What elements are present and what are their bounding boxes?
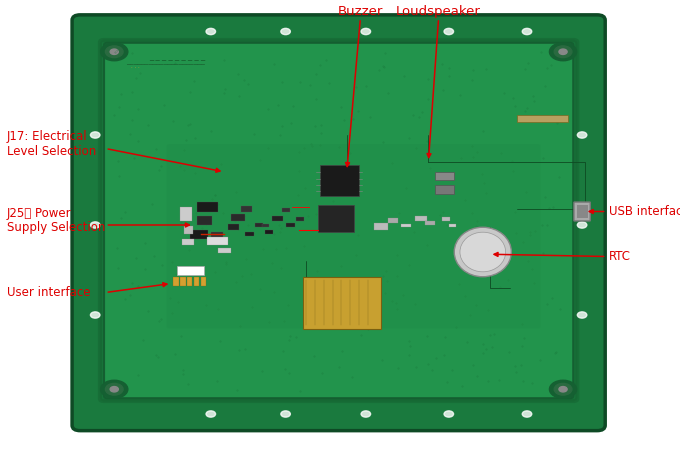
- Circle shape: [110, 387, 118, 392]
- FancyBboxPatch shape: [194, 277, 199, 286]
- FancyBboxPatch shape: [201, 277, 206, 286]
- Text: J17: Electrical
Level Selection: J17: Electrical Level Selection: [7, 130, 96, 158]
- Text: · · ·: · · ·: [131, 65, 139, 70]
- Text: RTC: RTC: [609, 250, 630, 263]
- Text: Loudspeaker: Loudspeaker: [396, 5, 481, 18]
- Circle shape: [110, 49, 118, 54]
- FancyBboxPatch shape: [425, 221, 435, 225]
- FancyBboxPatch shape: [104, 43, 573, 398]
- Text: Buzzer: Buzzer: [338, 5, 383, 18]
- FancyBboxPatch shape: [72, 15, 605, 431]
- Circle shape: [554, 46, 572, 58]
- FancyBboxPatch shape: [167, 144, 541, 328]
- FancyBboxPatch shape: [318, 205, 354, 232]
- Circle shape: [90, 222, 100, 228]
- FancyBboxPatch shape: [231, 214, 245, 220]
- Circle shape: [90, 132, 100, 138]
- FancyBboxPatch shape: [435, 172, 454, 180]
- Text: User interface: User interface: [7, 286, 90, 299]
- FancyBboxPatch shape: [388, 218, 398, 223]
- FancyBboxPatch shape: [449, 224, 456, 227]
- Ellipse shape: [460, 232, 506, 272]
- FancyBboxPatch shape: [374, 223, 388, 230]
- Circle shape: [281, 28, 290, 35]
- Circle shape: [577, 312, 587, 318]
- Circle shape: [281, 411, 290, 417]
- FancyBboxPatch shape: [517, 115, 568, 122]
- FancyBboxPatch shape: [245, 232, 254, 236]
- Circle shape: [522, 28, 532, 35]
- FancyBboxPatch shape: [177, 266, 204, 274]
- Circle shape: [559, 387, 567, 392]
- Circle shape: [522, 411, 532, 417]
- Circle shape: [206, 28, 216, 35]
- FancyBboxPatch shape: [197, 216, 212, 225]
- FancyBboxPatch shape: [303, 277, 381, 328]
- FancyBboxPatch shape: [180, 207, 192, 220]
- FancyBboxPatch shape: [173, 277, 179, 286]
- FancyBboxPatch shape: [187, 277, 192, 286]
- FancyBboxPatch shape: [577, 205, 588, 218]
- FancyBboxPatch shape: [197, 202, 218, 211]
- Text: ─────────────────────: ─────────────────────: [126, 63, 205, 68]
- FancyBboxPatch shape: [218, 248, 231, 253]
- FancyBboxPatch shape: [296, 217, 304, 220]
- Text: USB interface: USB interface: [609, 205, 680, 218]
- Circle shape: [101, 380, 128, 398]
- FancyBboxPatch shape: [211, 232, 223, 239]
- FancyBboxPatch shape: [272, 216, 283, 220]
- FancyBboxPatch shape: [180, 277, 186, 286]
- Circle shape: [554, 383, 572, 395]
- FancyBboxPatch shape: [265, 230, 273, 234]
- Text: ─ ─ ─ ─ ─ ─ ─ ─ ─: ─ ─ ─ ─ ─ ─ ─ ─ ─: [150, 58, 206, 64]
- Circle shape: [559, 49, 567, 54]
- Circle shape: [206, 411, 216, 417]
- FancyBboxPatch shape: [241, 206, 252, 211]
- Circle shape: [549, 380, 577, 398]
- FancyBboxPatch shape: [190, 230, 208, 238]
- Circle shape: [90, 312, 100, 318]
- Text: J25： Power
Supply Selection: J25： Power Supply Selection: [7, 207, 105, 234]
- FancyBboxPatch shape: [442, 217, 450, 220]
- FancyBboxPatch shape: [228, 224, 239, 230]
- Circle shape: [101, 43, 128, 61]
- FancyBboxPatch shape: [320, 165, 359, 196]
- FancyBboxPatch shape: [401, 224, 411, 227]
- FancyBboxPatch shape: [207, 237, 228, 245]
- FancyBboxPatch shape: [286, 223, 295, 227]
- FancyBboxPatch shape: [184, 226, 193, 234]
- Circle shape: [105, 383, 123, 395]
- Circle shape: [361, 411, 371, 417]
- FancyBboxPatch shape: [182, 239, 194, 245]
- FancyBboxPatch shape: [262, 224, 269, 227]
- Circle shape: [444, 28, 454, 35]
- Circle shape: [549, 43, 577, 61]
- Circle shape: [444, 411, 454, 417]
- FancyBboxPatch shape: [282, 208, 290, 211]
- Circle shape: [361, 28, 371, 35]
- Circle shape: [577, 132, 587, 138]
- FancyBboxPatch shape: [415, 216, 427, 220]
- Circle shape: [105, 46, 123, 58]
- Circle shape: [577, 222, 587, 228]
- Ellipse shape: [454, 227, 511, 277]
- FancyBboxPatch shape: [255, 223, 263, 227]
- FancyBboxPatch shape: [435, 185, 454, 193]
- FancyBboxPatch shape: [574, 202, 590, 221]
